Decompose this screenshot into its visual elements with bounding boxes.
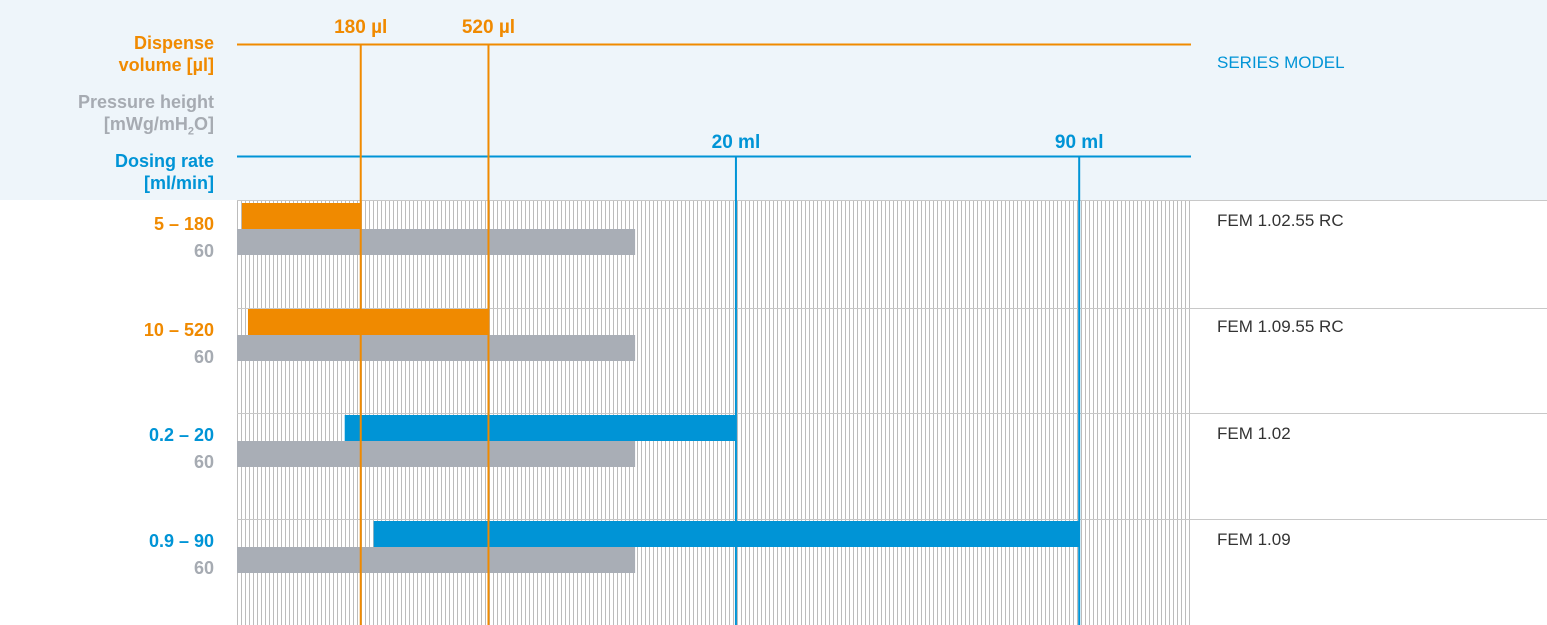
volume-tick-label: 180 µl [334, 17, 388, 38]
axes [237, 43, 1191, 625]
header-background [0, 0, 1547, 200]
pressure-bar [237, 547, 636, 573]
row-range-label: 10 – 520 [143, 320, 214, 340]
series-model-header: SERIES MODEL [1217, 53, 1345, 72]
rate-axis-title: Dosing rate [ml/min] [115, 150, 214, 194]
model-label: FEM 1.02 [1217, 424, 1291, 443]
row-pressure-label: 60 [193, 558, 214, 578]
range-bar [241, 203, 361, 229]
volume-axis-title-line1: Dispense [133, 33, 214, 53]
model-label: FEM 1.02.55 RC [1217, 211, 1344, 230]
range-bar [373, 521, 1080, 547]
pressure-axis-title: Pressure height [mWg/mH2O] [78, 91, 214, 143]
row-pressure-label: 60 [193, 452, 214, 472]
rate-tick-label: 20 ml [711, 132, 761, 153]
rate-axis-title-line2: [ml/min] [144, 173, 214, 193]
volume-tick-label: 520 µl [461, 17, 516, 38]
pressure-axis-title-line2: [mWg/mH2O] [78, 113, 214, 143]
volume-axis-title: Dispense volume [µl] [119, 32, 214, 76]
row-range-label: 5 – 180 [153, 214, 214, 234]
rate-tick-label: 90 ml [1054, 132, 1104, 153]
row-pressure-label: 60 [193, 241, 214, 261]
pressure-bar [237, 229, 636, 255]
volume-axis-title-line2: volume [µl] [118, 55, 214, 75]
pressure-axis-title-line1: Pressure height [77, 92, 214, 112]
row-pressure-label: 60 [193, 347, 214, 367]
model-label: FEM 1.09.55 RC [1217, 317, 1344, 336]
hatch-grid [237, 200, 1190, 625]
pressure-bar [237, 441, 636, 467]
pressure-bar [237, 335, 636, 361]
grid-lines [237, 200, 1190, 625]
row-range-label: 0.9 – 90 [148, 531, 214, 551]
rate-axis-title-line1: Dosing rate [114, 151, 214, 171]
model-label: FEM 1.09 [1217, 530, 1291, 549]
row-separators [237, 200, 1547, 520]
row-range-label: 0.2 – 20 [148, 425, 214, 445]
pressure-unit-pre: [mWg/mH [103, 114, 188, 134]
range-bar [247, 309, 489, 335]
pressure-unit-sub: 2 [187, 125, 194, 138]
pressure-unit-post: O] [194, 114, 214, 134]
range-bar [344, 415, 736, 441]
bars [237, 203, 1080, 573]
